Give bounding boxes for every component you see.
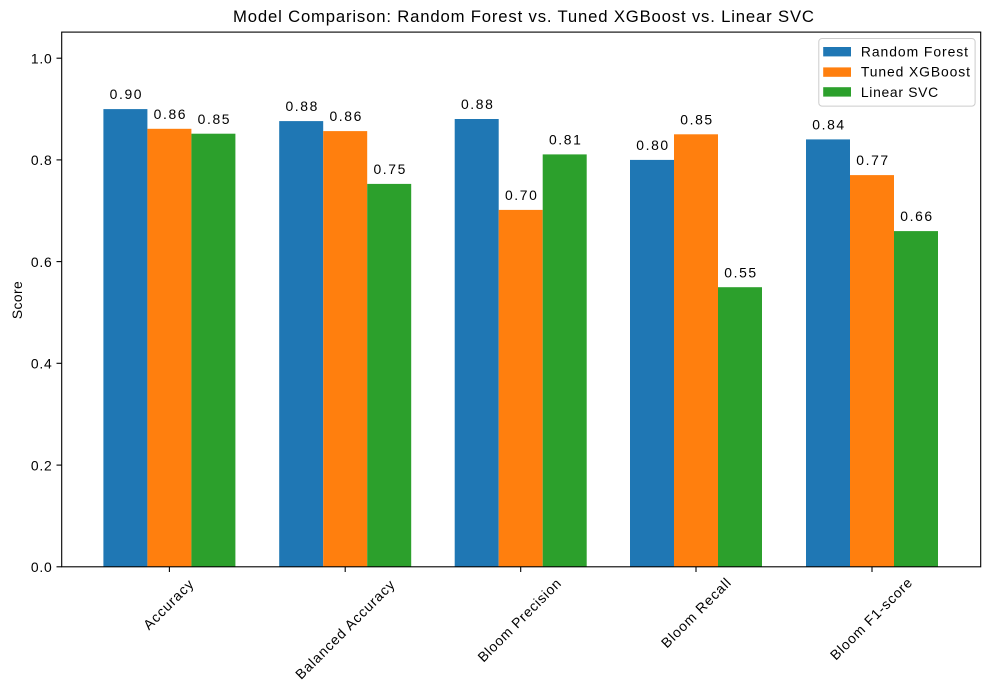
svg-text:0.4: 0.4 — [31, 356, 53, 372]
svg-text:0.8: 0.8 — [31, 152, 53, 168]
svg-text:Score: Score — [9, 281, 25, 319]
svg-text:1.0: 1.0 — [31, 50, 53, 66]
svg-text:0.55: 0.55 — [724, 264, 757, 280]
svg-text:Random Forest: Random Forest — [861, 43, 969, 59]
svg-text:0.77: 0.77 — [856, 152, 889, 168]
svg-text:Linear SVC: Linear SVC — [861, 84, 939, 100]
svg-text:0.90: 0.90 — [110, 86, 143, 102]
svg-text:0.0: 0.0 — [31, 559, 53, 575]
svg-text:0.80: 0.80 — [636, 137, 669, 153]
svg-text:0.85: 0.85 — [680, 111, 713, 127]
svg-text:0.84: 0.84 — [812, 117, 845, 133]
svg-text:0.6: 0.6 — [31, 254, 53, 270]
svg-text:0.85: 0.85 — [198, 111, 231, 127]
svg-text:0.2: 0.2 — [31, 457, 53, 473]
svg-text:0.88: 0.88 — [461, 96, 494, 112]
svg-text:0.66: 0.66 — [900, 208, 933, 224]
svg-text:0.86: 0.86 — [154, 106, 187, 122]
svg-text:0.75: 0.75 — [373, 161, 406, 177]
svg-text:0.88: 0.88 — [285, 98, 318, 114]
svg-text:Tuned XGBoost: Tuned XGBoost — [861, 64, 971, 80]
svg-text:0.81: 0.81 — [549, 132, 582, 148]
svg-text:0.86: 0.86 — [329, 108, 362, 124]
svg-text:Model Comparison: Random Fores: Model Comparison: Random Forest vs. Tune… — [233, 7, 815, 26]
svg-text:0.70: 0.70 — [505, 187, 538, 203]
